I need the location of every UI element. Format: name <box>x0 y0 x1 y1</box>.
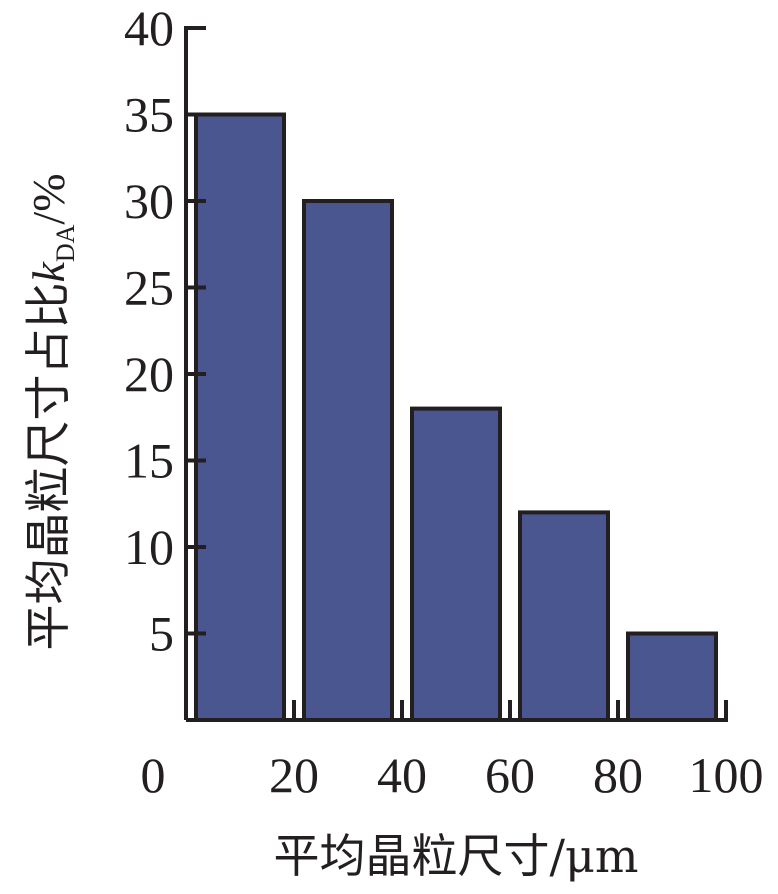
y-axis-title-subscript: DA <box>51 224 80 262</box>
y-axis-title: 平均晶粒尺寸占比kDA/% <box>21 173 80 650</box>
y-axis-title-main: 平均晶粒尺寸占比 <box>21 283 75 651</box>
labels-layer: 平均晶粒尺寸/μm 平均晶粒尺寸占比kDA/% <box>21 173 639 883</box>
bar-80-100 <box>626 631 718 722</box>
x-tick-label-100: 100 <box>689 747 764 803</box>
bar-0-20 <box>194 112 286 722</box>
x-tick-label-20: 20 <box>269 747 319 803</box>
y-tick-label-10: 10 <box>124 519 174 575</box>
y-tick-label-25: 25 <box>124 260 174 316</box>
x-tick-label-80: 80 <box>593 747 643 803</box>
y-tick-label-35: 35 <box>124 87 174 143</box>
y-tick-label-40: 40 <box>124 0 174 56</box>
y-tick-label-5: 5 <box>149 606 174 662</box>
y-tick-label-20: 20 <box>124 346 174 402</box>
y-tick-label-30: 30 <box>124 173 174 229</box>
y-axis-title-symbol: k <box>23 261 74 283</box>
bar-60-80 <box>518 510 610 723</box>
x-tick-label-40: 40 <box>377 747 427 803</box>
ticks-layer: 5 10 15 20 25 30 35 40 0 20 40 60 80 100 <box>124 0 764 803</box>
x-tick-label-0: 0 <box>141 747 166 803</box>
x-tick-label-60: 60 <box>485 747 535 803</box>
y-tick-label-15: 15 <box>124 433 174 489</box>
bar-40-60 <box>410 406 502 722</box>
x-axis-line <box>186 700 728 722</box>
y-axis-title-unit: /% <box>23 173 74 224</box>
x-axis-title: 平均晶粒尺寸/μm <box>273 829 638 883</box>
bar-20-40 <box>302 199 394 722</box>
bars-layer <box>194 112 718 723</box>
